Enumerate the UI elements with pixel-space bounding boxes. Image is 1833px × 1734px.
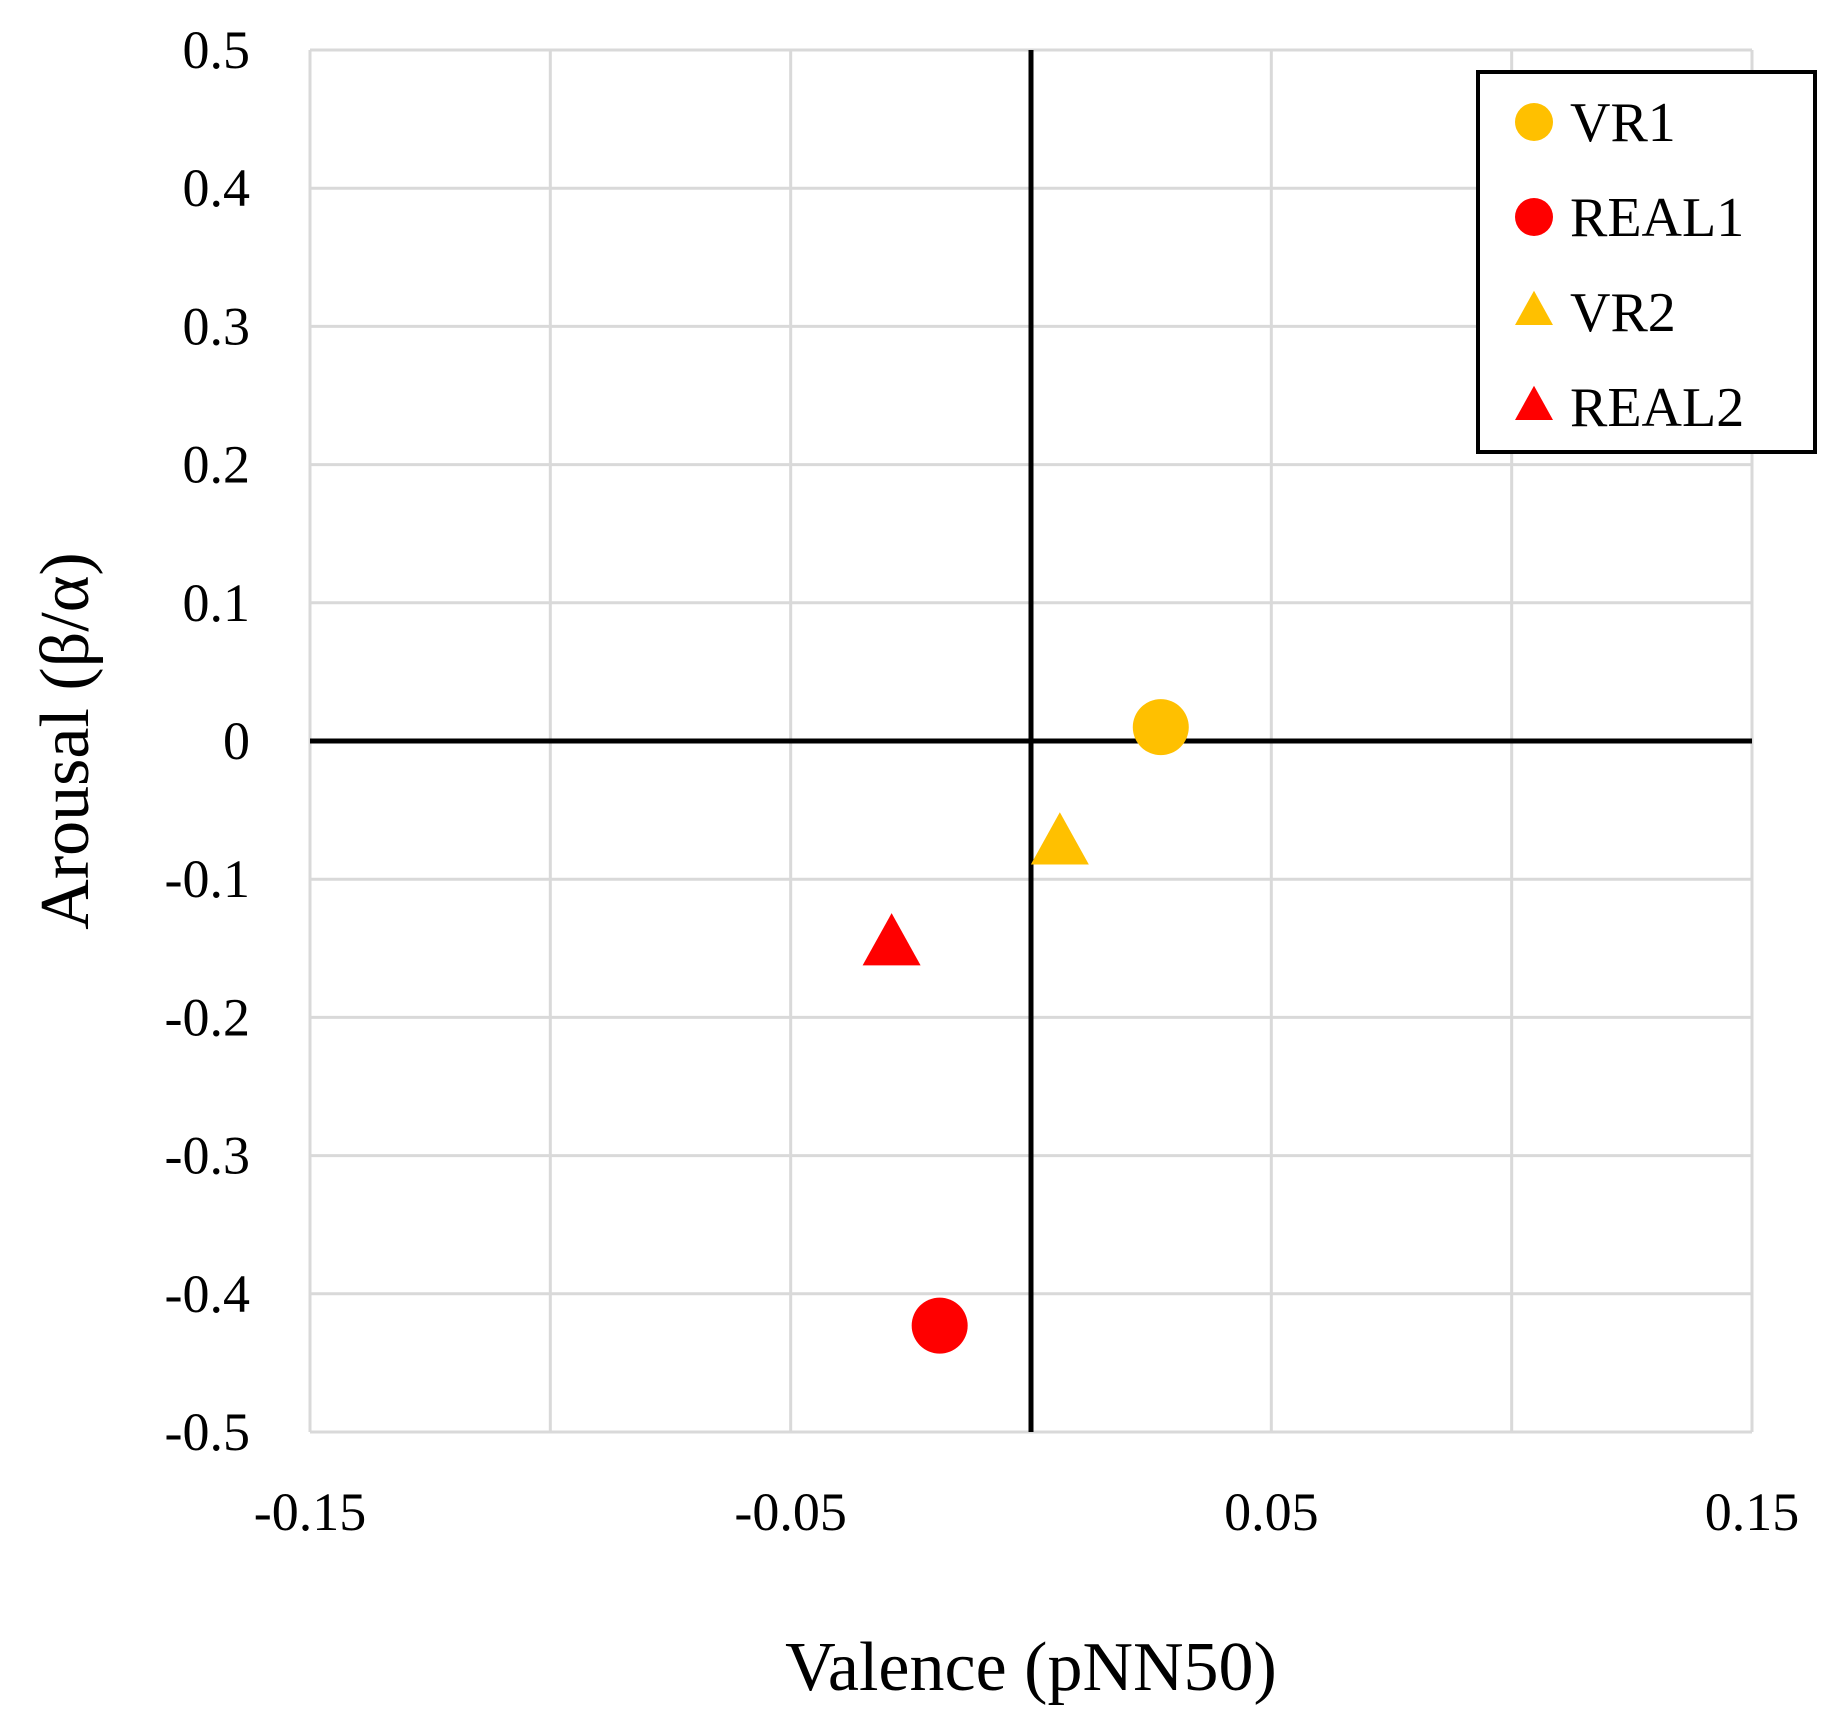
y-tick-label: -0.4 — [165, 1264, 250, 1324]
x-axis-title: Valence (pNN50) — [785, 1629, 1277, 1706]
legend-label-real2: REAL2 — [1570, 377, 1744, 439]
point-vr1 — [1132, 699, 1189, 756]
y-axis-title: Arousal (β/α) — [27, 552, 104, 929]
point-real2 — [862, 913, 921, 966]
legend-marker-real2 — [1515, 385, 1553, 420]
x-tick-label: -0.05 — [734, 1482, 846, 1542]
y-tick-label: 0.5 — [183, 20, 251, 80]
y-tick-label: -0.3 — [165, 1126, 250, 1186]
legend-label-real1: REAL1 — [1570, 187, 1744, 249]
legend-label-vr2: VR2 — [1570, 282, 1676, 344]
y-tick-label: 0 — [223, 711, 250, 771]
x-tick-label: 0.15 — [1705, 1482, 1800, 1542]
y-tick-label: 0.4 — [183, 158, 251, 218]
y-tick-label: 0.2 — [183, 435, 251, 495]
legend-marker-vr1 — [1515, 103, 1553, 141]
legend: VR1 REAL1 VR2 REAL2 — [1476, 70, 1817, 454]
y-tick-label: -0.5 — [165, 1402, 250, 1462]
x-tick-label: -0.15 — [254, 1482, 366, 1542]
point-real1 — [911, 1297, 968, 1354]
point-vr2 — [1030, 812, 1089, 865]
y-tick-label: -0.2 — [165, 987, 250, 1047]
legend-marker-real1 — [1515, 198, 1553, 236]
legend-marker-vr2 — [1515, 290, 1553, 325]
zero-axes — [310, 50, 1752, 1432]
x-tick-label: 0.05 — [1224, 1482, 1319, 1542]
y-tick-labels: 0.5 0.4 0.3 0.2 0.1 0 -0.1 -0.2 -0.3 -0.4 -0.5 — [165, 20, 250, 1462]
y-tick-label: -0.1 — [165, 849, 250, 909]
y-tick-label: 0.3 — [183, 296, 251, 356]
legend-label-vr1: VR1 — [1570, 92, 1676, 154]
y-tick-label: 0.1 — [183, 573, 251, 633]
data-points — [862, 699, 1189, 1354]
x-tick-labels: -0.15 -0.05 0.05 0.15 — [254, 1482, 1799, 1542]
